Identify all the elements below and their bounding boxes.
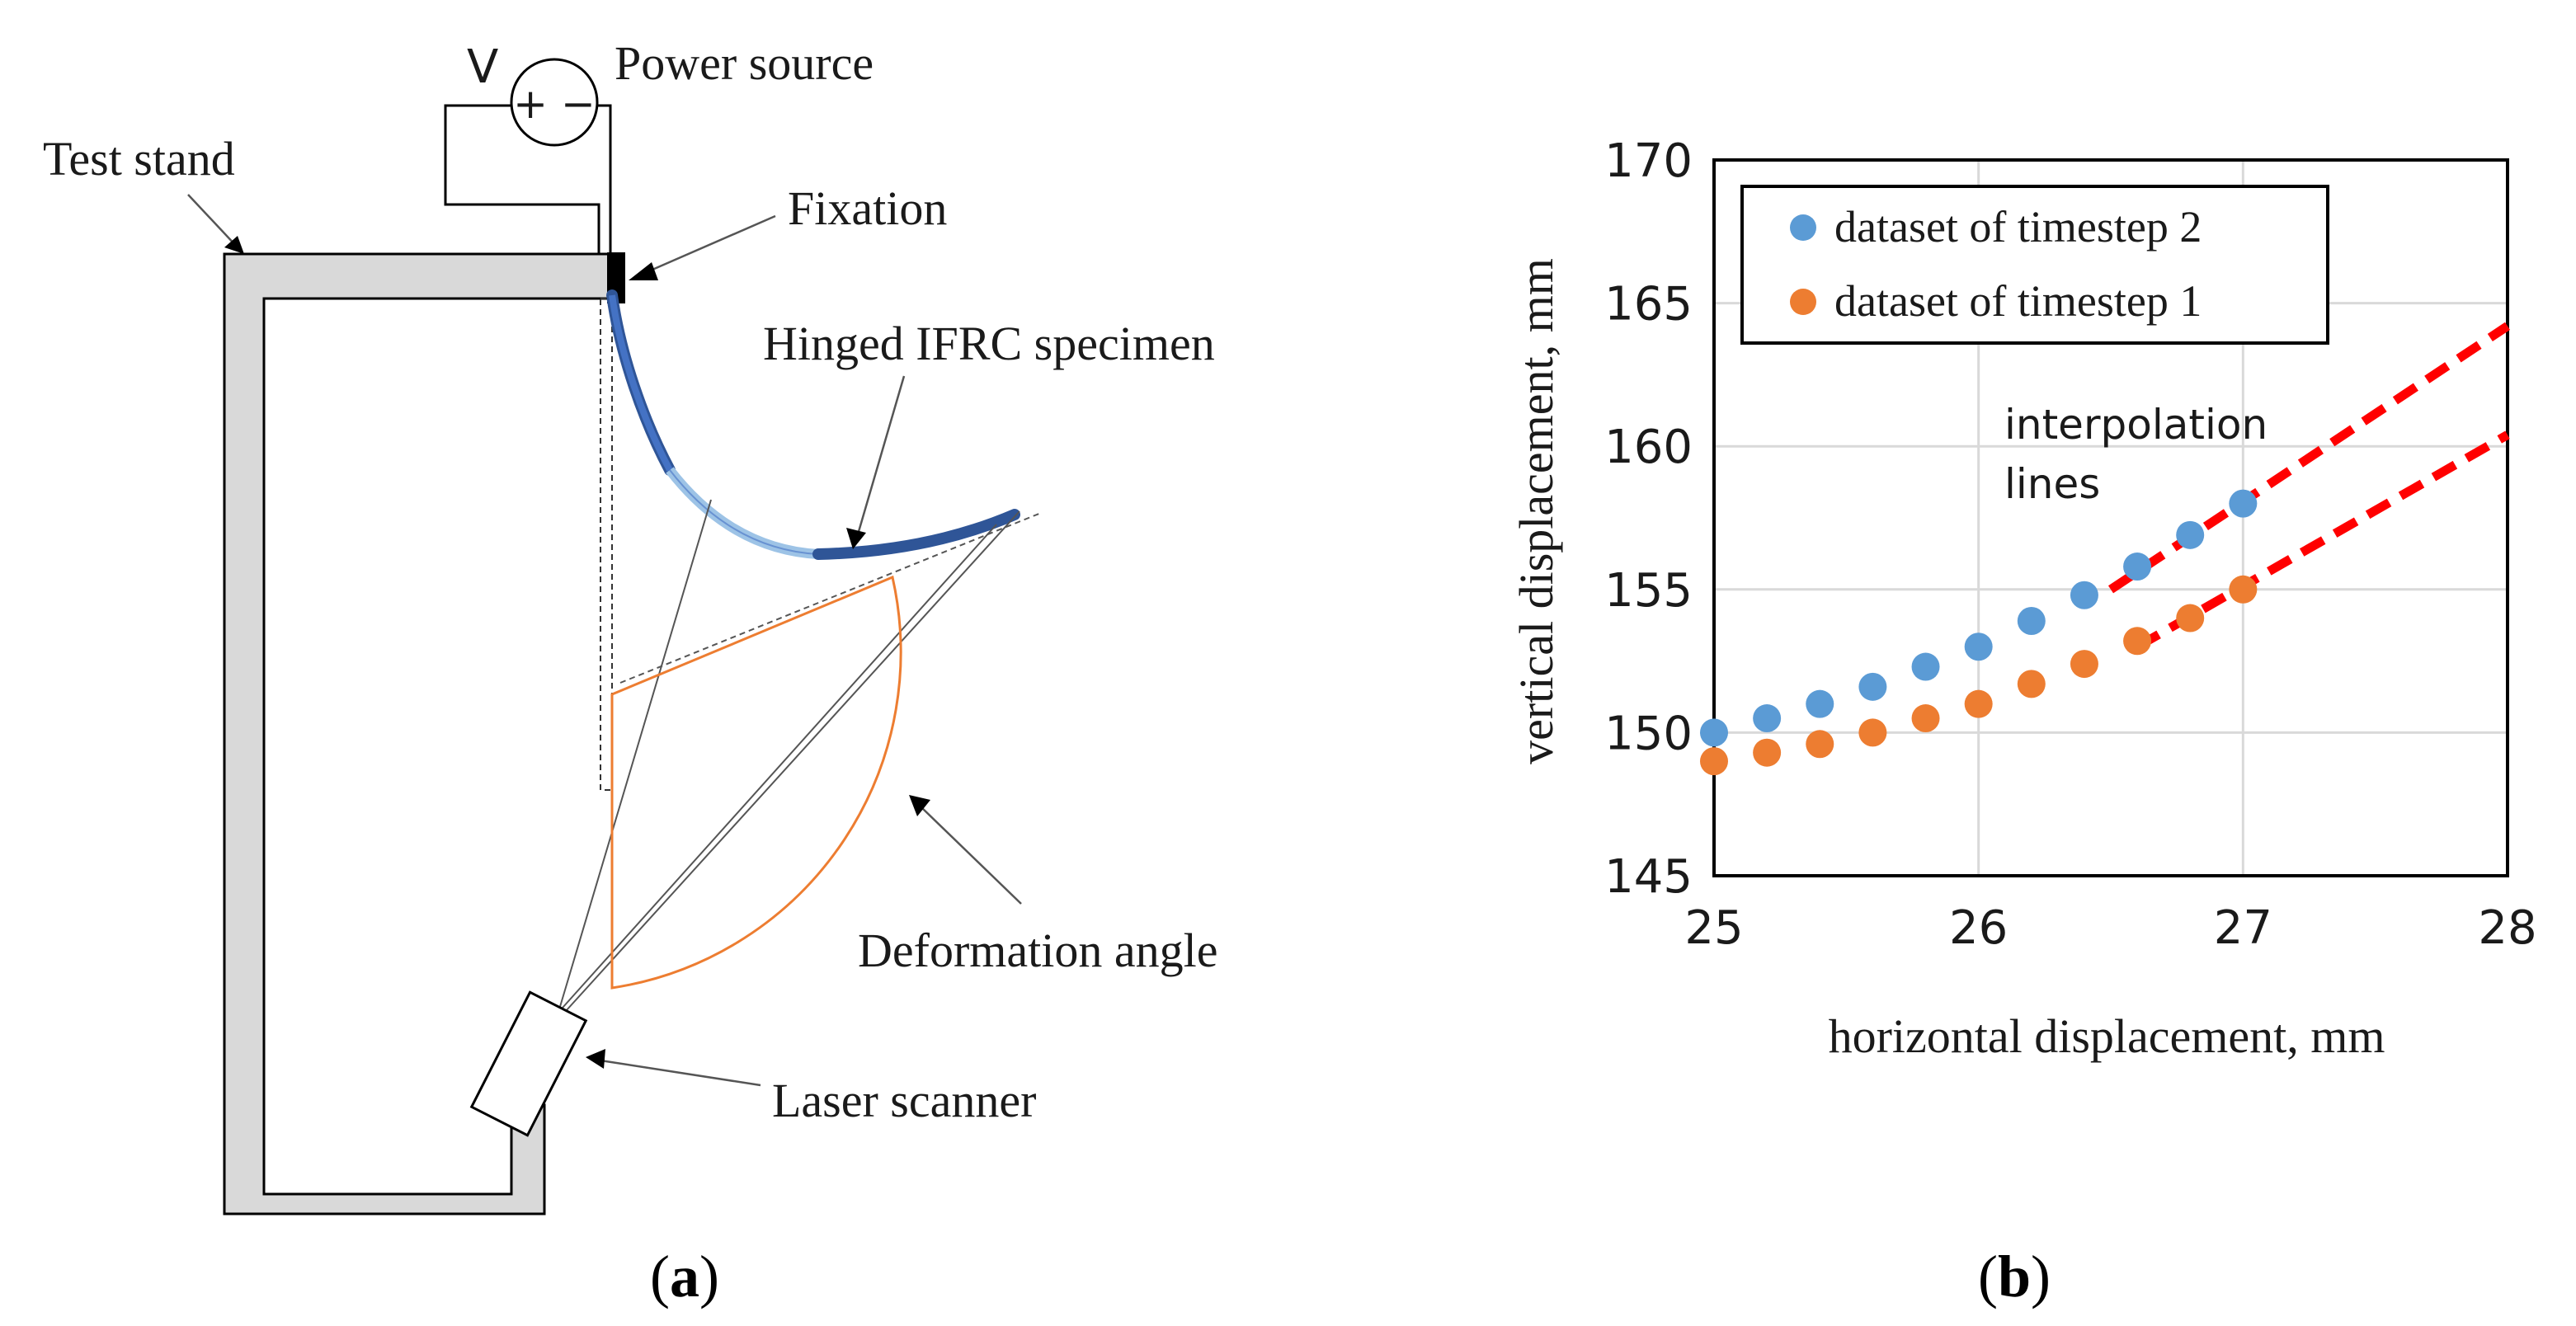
- data-point-series0-1: [1753, 704, 1782, 733]
- y-tick-label-2: 155: [1604, 564, 1693, 618]
- legend-marker-timestep-2: [1790, 214, 1816, 241]
- data-points: [1700, 489, 2258, 776]
- interpolation-line-1: [2135, 430, 2510, 651]
- power-wire-right: [596, 104, 612, 254]
- laser-scanner-icon: [469, 990, 588, 1137]
- laser-scanner-arrow: [600, 1059, 761, 1087]
- interpolation-line-0: [2107, 322, 2511, 594]
- data-point-series1-7: [2070, 650, 2098, 679]
- data-point-series1-1: [1753, 738, 1782, 767]
- y-tick-label-5: 170: [1604, 134, 1693, 188]
- specimen-segment-outline: [669, 469, 819, 555]
- specimen-segment-upper-core: [609, 294, 673, 472]
- data-point-series1-10: [2229, 575, 2258, 604]
- power-plus-minus: + −: [513, 80, 596, 128]
- data-point-series1-0: [1700, 747, 1728, 776]
- initial-specimen-outline: [600, 298, 613, 791]
- specimen-tangent-line: [619, 512, 1042, 684]
- data-point-series1-2: [1806, 730, 1834, 759]
- x-tick-label-2: 27: [2214, 901, 2272, 955]
- fixation-arrowhead: [629, 262, 658, 280]
- specimen-arrowhead: [846, 528, 866, 549]
- data-point-series1-4: [1911, 704, 1940, 733]
- legend-label-timestep-1: dataset of timestep 1: [1834, 276, 2202, 326]
- data-point-series0-10: [2229, 489, 2258, 518]
- annotation-line-1: interpolation: [2004, 401, 2268, 449]
- test-stand-arrow: [187, 194, 238, 248]
- interpolation-lines: [2107, 322, 2511, 651]
- test-stand-arrowhead: [224, 236, 244, 254]
- x-tick-label-0: 25: [1684, 901, 1743, 955]
- power-wire-left: [444, 104, 600, 254]
- voltage-label: V: [467, 40, 498, 94]
- laser-ray-3: [565, 510, 1020, 1012]
- data-point-series0-9: [2176, 520, 2205, 549]
- annotation-line-2: lines: [2004, 460, 2100, 508]
- data-point-series1-5: [1964, 689, 1993, 718]
- data-point-series1-8: [2123, 627, 2152, 656]
- specimen-segment-upper: [606, 289, 676, 476]
- legend-marker-timestep-1: [1790, 289, 1816, 315]
- fixation-label: Fixation: [788, 181, 947, 235]
- data-point-series0-2: [1806, 689, 1834, 718]
- specimen-segment-tip: [812, 509, 1020, 560]
- power-source-icon: [510, 58, 599, 147]
- y-tick-labels: 145 150 155 160 165 170: [1604, 134, 1693, 904]
- data-point-series1-6: [2017, 670, 2046, 698]
- panel-a-caption: (a): [650, 1244, 719, 1310]
- y-tick-label-1: 150: [1604, 707, 1693, 760]
- laser-ray-2: [562, 524, 997, 1009]
- deformation-angle-arrow: [920, 806, 1022, 905]
- x-tick-label-1: 26: [1949, 901, 2008, 955]
- y-tick-label-4: 165: [1604, 278, 1693, 332]
- specimen-arrow: [856, 375, 906, 535]
- data-point-series0-0: [1700, 718, 1728, 747]
- panel-b-caption: (b): [1978, 1244, 2051, 1310]
- plot-area-frame: [1712, 158, 2509, 877]
- deformation-angle-arrowhead: [909, 795, 930, 816]
- legend-box: [1740, 185, 2329, 345]
- fixation-arrow: [646, 214, 776, 274]
- legend-label-timestep-2: dataset of timestep 2: [1834, 202, 2202, 252]
- data-point-series0-6: [2017, 606, 2046, 635]
- specimen-segment-hinged: [666, 467, 819, 559]
- data-point-series0-7: [2070, 581, 2098, 609]
- y-tick-label-3: 160: [1604, 421, 1693, 474]
- data-point-series0-5: [1964, 632, 1993, 661]
- y-axis-title: vertical displacement, mm: [1509, 258, 1563, 764]
- y-tick-label-0: 145: [1604, 850, 1693, 904]
- x-tick-label-3: 28: [2478, 901, 2536, 955]
- x-tick-labels: 25 26 27 28: [1684, 901, 2536, 955]
- panel-a-diagram: + − V Power source Test stand Fixation H…: [43, 36, 1217, 1310]
- deformation-angle-label: Deformation angle: [858, 924, 1217, 977]
- data-point-series1-3: [1858, 718, 1887, 747]
- panel-b-chart: 145 150 155 160 165 170 25 26 27 28 dataset of t…: [1509, 134, 2537, 1310]
- laser-scanner-label: Laser scanner: [772, 1074, 1036, 1127]
- deformation-angle-sector: [610, 575, 902, 990]
- power-source-label: Power source: [615, 36, 874, 90]
- laser-scanner-arrowhead: [586, 1049, 605, 1069]
- x-axis-title: horizontal displacement, mm: [1829, 1009, 2385, 1063]
- specimen-label: Hinged IFRC specimen: [763, 317, 1215, 370]
- test-stand-label: Test stand: [43, 132, 235, 186]
- data-point-series0-8: [2123, 552, 2152, 581]
- data-point-series1-9: [2176, 604, 2205, 632]
- laser-ray-1: [558, 499, 712, 1010]
- data-point-series0-4: [1911, 652, 1940, 681]
- data-point-series0-3: [1858, 672, 1887, 701]
